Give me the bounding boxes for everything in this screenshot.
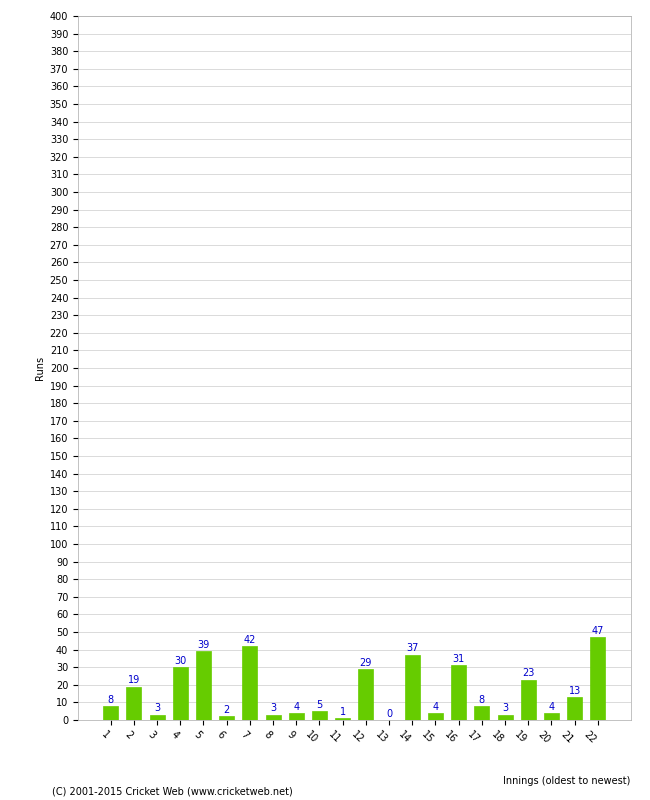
Bar bbox=[126, 686, 142, 720]
Bar bbox=[103, 706, 118, 720]
Bar bbox=[289, 713, 304, 720]
Text: 0: 0 bbox=[386, 709, 392, 718]
Bar bbox=[474, 706, 489, 720]
Text: 31: 31 bbox=[452, 654, 465, 664]
Text: 30: 30 bbox=[174, 656, 187, 666]
Bar bbox=[405, 655, 420, 720]
Text: 19: 19 bbox=[128, 675, 140, 685]
Bar bbox=[150, 714, 164, 720]
Text: 42: 42 bbox=[244, 634, 256, 645]
Bar bbox=[567, 697, 582, 720]
Bar bbox=[544, 713, 559, 720]
Bar bbox=[521, 679, 536, 720]
Text: 47: 47 bbox=[592, 626, 604, 636]
Text: Innings (oldest to newest): Innings (oldest to newest) bbox=[503, 776, 630, 786]
Text: 4: 4 bbox=[549, 702, 554, 711]
Y-axis label: Runs: Runs bbox=[36, 356, 46, 380]
Bar bbox=[428, 713, 443, 720]
Bar bbox=[173, 667, 188, 720]
Bar bbox=[196, 651, 211, 720]
Text: 4: 4 bbox=[432, 702, 439, 711]
Bar bbox=[265, 714, 281, 720]
Text: 5: 5 bbox=[317, 700, 322, 710]
Text: 3: 3 bbox=[270, 703, 276, 714]
Bar bbox=[358, 669, 373, 720]
Text: 3: 3 bbox=[154, 703, 160, 714]
Text: 4: 4 bbox=[293, 702, 299, 711]
Bar bbox=[451, 666, 466, 720]
Bar bbox=[590, 638, 605, 720]
Bar bbox=[335, 718, 350, 720]
Text: 39: 39 bbox=[198, 640, 209, 650]
Text: 1: 1 bbox=[339, 707, 346, 717]
Text: 3: 3 bbox=[502, 703, 508, 714]
Text: 2: 2 bbox=[224, 705, 230, 715]
Bar bbox=[312, 711, 327, 720]
Bar bbox=[242, 646, 257, 720]
Bar bbox=[497, 714, 513, 720]
Text: (C) 2001-2015 Cricket Web (www.cricketweb.net): (C) 2001-2015 Cricket Web (www.cricketwe… bbox=[52, 786, 292, 796]
Text: 37: 37 bbox=[406, 643, 419, 654]
Text: 13: 13 bbox=[569, 686, 580, 696]
Text: 8: 8 bbox=[479, 694, 485, 705]
Text: 23: 23 bbox=[522, 668, 534, 678]
Bar bbox=[219, 717, 234, 720]
Text: 8: 8 bbox=[108, 694, 114, 705]
Text: 29: 29 bbox=[359, 658, 372, 667]
